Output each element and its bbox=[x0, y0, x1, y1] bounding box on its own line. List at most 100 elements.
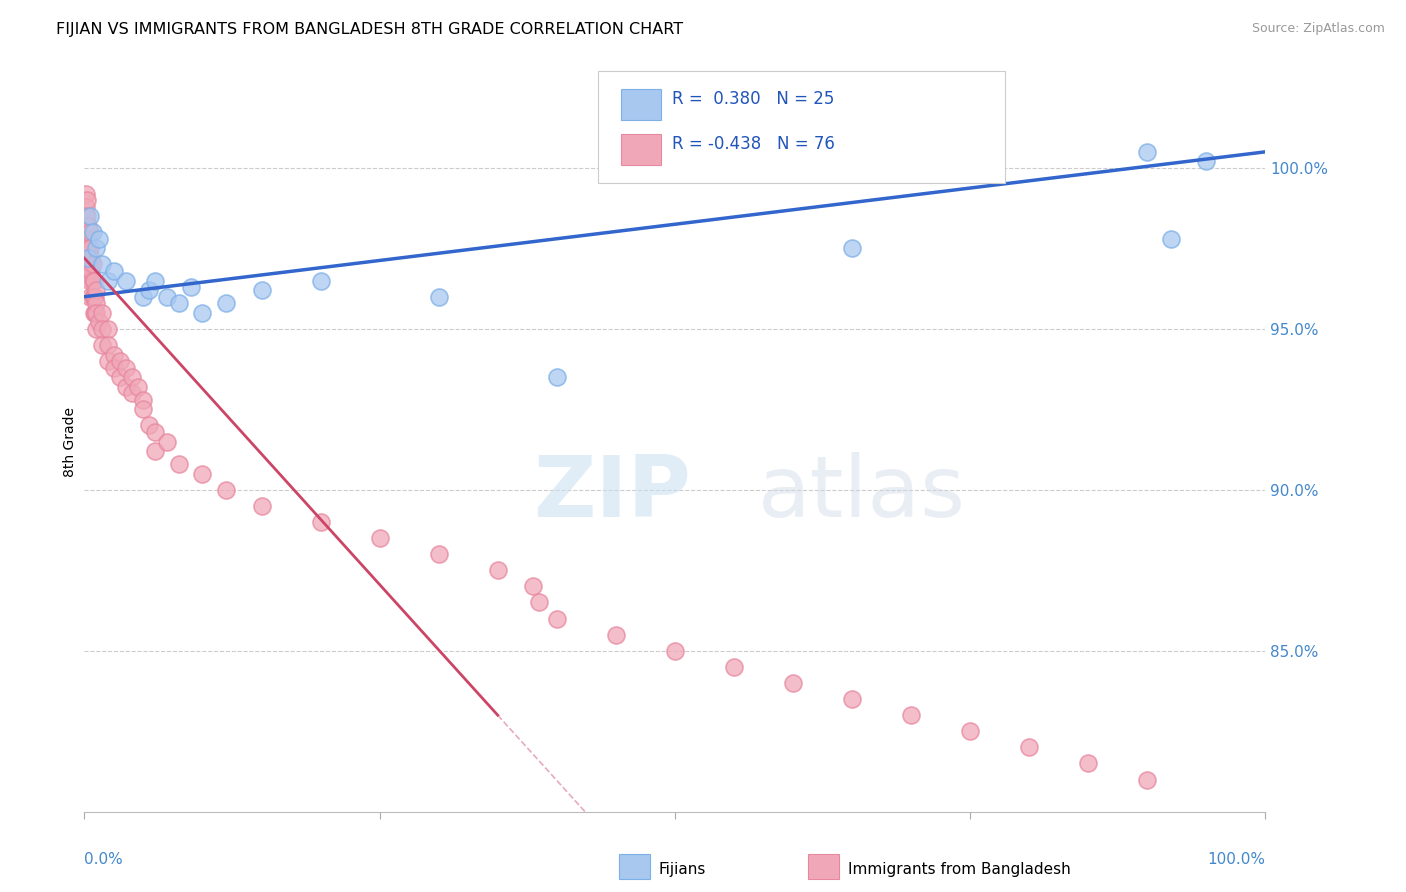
Point bbox=[79, 241, 101, 255]
Point bbox=[143, 425, 166, 439]
Point bbox=[546, 611, 568, 625]
Point bbox=[156, 434, 179, 449]
Point bbox=[83, 274, 105, 288]
Point bbox=[80, 264, 103, 278]
Point bbox=[76, 193, 98, 207]
Text: Immigrants from Bangladesh: Immigrants from Bangladesh bbox=[848, 863, 1070, 877]
Point bbox=[97, 322, 120, 336]
Text: R =  0.380   N = 25: R = 0.380 N = 25 bbox=[672, 90, 834, 108]
Point bbox=[76, 209, 98, 223]
Text: 100.0%: 100.0% bbox=[1208, 853, 1265, 867]
Point bbox=[97, 354, 120, 368]
Point bbox=[84, 290, 107, 304]
Point bbox=[83, 306, 105, 320]
Point bbox=[127, 380, 149, 394]
Point bbox=[82, 258, 104, 272]
Point bbox=[959, 724, 981, 739]
Point bbox=[77, 251, 100, 265]
Point bbox=[75, 200, 97, 214]
Point bbox=[91, 258, 114, 272]
Point bbox=[527, 595, 550, 609]
Point bbox=[80, 251, 103, 265]
Point bbox=[1160, 232, 1182, 246]
Point bbox=[84, 306, 107, 320]
Text: FIJIAN VS IMMIGRANTS FROM BANGLADESH 8TH GRADE CORRELATION CHART: FIJIAN VS IMMIGRANTS FROM BANGLADESH 8TH… bbox=[56, 22, 683, 37]
Point bbox=[900, 708, 922, 723]
Point bbox=[309, 515, 332, 529]
Point bbox=[138, 418, 160, 433]
Point bbox=[723, 660, 745, 674]
Point bbox=[91, 322, 114, 336]
Point bbox=[121, 370, 143, 384]
Y-axis label: 8th Grade: 8th Grade bbox=[63, 407, 77, 476]
Point bbox=[79, 274, 101, 288]
Point bbox=[75, 186, 97, 201]
Point bbox=[87, 315, 110, 329]
Point bbox=[82, 274, 104, 288]
Text: atlas: atlas bbox=[758, 452, 966, 535]
Point bbox=[114, 380, 136, 394]
Point bbox=[167, 457, 190, 471]
Point bbox=[91, 306, 114, 320]
Point bbox=[1018, 740, 1040, 755]
Point bbox=[215, 296, 238, 310]
Point bbox=[91, 338, 114, 352]
Point bbox=[82, 290, 104, 304]
Point bbox=[250, 283, 273, 297]
Point bbox=[103, 360, 125, 375]
Point bbox=[486, 563, 509, 577]
Point bbox=[84, 241, 107, 255]
Point bbox=[103, 348, 125, 362]
Point bbox=[180, 280, 202, 294]
Point bbox=[1136, 145, 1159, 159]
Point bbox=[546, 370, 568, 384]
Point bbox=[664, 644, 686, 658]
Point bbox=[83, 290, 105, 304]
Point bbox=[522, 579, 544, 593]
Point bbox=[215, 483, 238, 497]
Text: 0.0%: 0.0% bbox=[84, 853, 124, 867]
Point bbox=[79, 290, 101, 304]
Point bbox=[75, 209, 97, 223]
Point bbox=[84, 283, 107, 297]
Point bbox=[191, 306, 214, 320]
Point bbox=[76, 258, 98, 272]
Point bbox=[84, 306, 107, 320]
Point bbox=[79, 225, 101, 239]
Point bbox=[77, 258, 100, 272]
Point bbox=[167, 296, 190, 310]
Point bbox=[76, 241, 98, 255]
Point bbox=[143, 444, 166, 458]
Point bbox=[77, 232, 100, 246]
Point bbox=[121, 386, 143, 401]
Point bbox=[250, 499, 273, 513]
Point bbox=[97, 338, 120, 352]
Point bbox=[191, 467, 214, 481]
Point bbox=[77, 241, 100, 255]
Point bbox=[138, 283, 160, 297]
Point bbox=[77, 264, 100, 278]
Point bbox=[156, 290, 179, 304]
Point bbox=[108, 370, 131, 384]
Point bbox=[1077, 756, 1099, 771]
Point bbox=[97, 274, 120, 288]
Point bbox=[87, 232, 110, 246]
Point bbox=[79, 209, 101, 223]
Point bbox=[75, 232, 97, 246]
Point bbox=[132, 392, 155, 407]
Point bbox=[132, 290, 155, 304]
Point bbox=[143, 274, 166, 288]
Point bbox=[309, 274, 332, 288]
Point bbox=[103, 264, 125, 278]
Point bbox=[782, 676, 804, 690]
Text: ZIP: ZIP bbox=[533, 452, 690, 535]
Point bbox=[79, 258, 101, 272]
Point bbox=[427, 547, 450, 561]
Point bbox=[77, 219, 100, 233]
Text: Fijians: Fijians bbox=[658, 863, 706, 877]
Point bbox=[841, 241, 863, 255]
Point bbox=[82, 225, 104, 239]
Point bbox=[84, 296, 107, 310]
Point bbox=[368, 531, 391, 545]
Point bbox=[77, 251, 100, 265]
